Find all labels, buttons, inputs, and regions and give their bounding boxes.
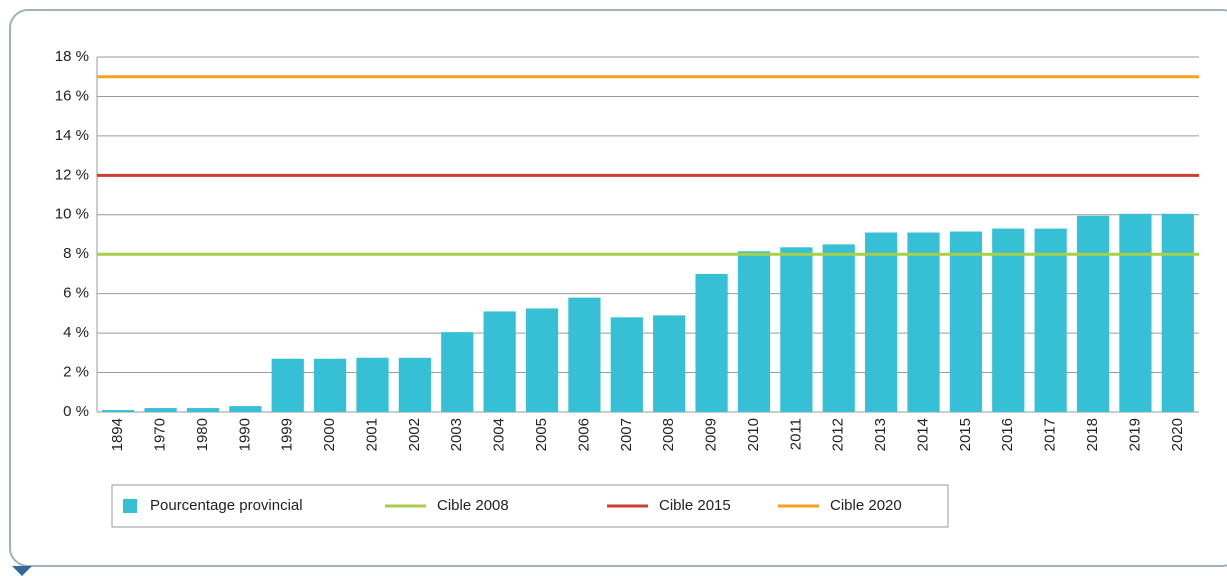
- x-tick-label: 2002: [406, 418, 423, 451]
- y-tick-label: 12 %: [55, 166, 89, 183]
- x-tick-label: 2012: [830, 418, 847, 451]
- x-tick-label: 1990: [236, 418, 253, 451]
- bar: [949, 231, 982, 412]
- x-tick-label: 2000: [321, 418, 338, 451]
- x-tick-label: 2001: [363, 418, 380, 451]
- x-tick-label: 1999: [279, 418, 296, 451]
- bar: [398, 357, 431, 412]
- legend-label: Cible 2020: [830, 497, 902, 514]
- bar: [1161, 213, 1194, 412]
- x-tick-label: 2014: [914, 418, 931, 451]
- bar: [525, 308, 559, 412]
- bar: [822, 244, 855, 412]
- x-tick-label: 1970: [152, 418, 169, 451]
- x-tick-label: 2019: [1126, 418, 1143, 451]
- legend-label: Cible 2015: [659, 497, 731, 514]
- y-tick-label: 4 %: [63, 324, 89, 341]
- y-tick-label: 2 %: [63, 364, 89, 381]
- x-tick-label: 2010: [745, 418, 762, 451]
- y-tick-label: 10 %: [55, 206, 89, 223]
- y-tick-label: 18 %: [55, 48, 89, 65]
- bar: [144, 408, 177, 412]
- bar: [1034, 228, 1067, 412]
- bar: [737, 251, 771, 412]
- x-tick-label: 2007: [618, 418, 635, 451]
- x-tick-label: 2006: [575, 418, 592, 451]
- x-tick-label: 2004: [491, 418, 508, 451]
- bar: [483, 311, 516, 412]
- bar: [186, 408, 220, 412]
- bar: [271, 358, 304, 412]
- y-tick-label: 0 %: [63, 403, 89, 420]
- legend-swatch: [123, 499, 137, 513]
- bar: [356, 357, 389, 412]
- bar: [610, 317, 643, 412]
- bar: [314, 358, 347, 412]
- x-tick-label: 2009: [703, 418, 720, 451]
- frame: [9, 9, 1227, 567]
- x-tick-label: 2020: [1169, 418, 1186, 451]
- x-tick-label: 2008: [660, 418, 677, 451]
- legend-label: Pourcentage provincial: [150, 497, 303, 514]
- x-tick-label: 2003: [448, 418, 465, 451]
- corner-tab: [12, 566, 32, 576]
- bar: [1076, 215, 1110, 412]
- bar: [695, 273, 728, 412]
- y-tick-label: 8 %: [63, 245, 89, 262]
- bar: [992, 228, 1025, 412]
- x-tick-label: 2018: [1084, 418, 1101, 451]
- x-tick-label: 2011: [787, 418, 804, 450]
- bar: [568, 297, 601, 412]
- x-tick-label: 2015: [957, 418, 974, 451]
- x-tick-label: 2013: [872, 418, 889, 451]
- x-tick-label: 1894: [109, 418, 126, 451]
- y-tick-label: 6 %: [63, 285, 89, 302]
- bar: [907, 232, 940, 412]
- x-tick-label: 2017: [1042, 418, 1059, 451]
- y-tick-label: 16 %: [55, 87, 89, 104]
- x-tick-label: 2016: [999, 418, 1016, 451]
- bar: [653, 315, 686, 412]
- bar: [1119, 213, 1152, 412]
- y-tick-label: 14 %: [55, 127, 89, 144]
- bar: [102, 410, 135, 412]
- legend-label: Cible 2008: [437, 497, 509, 514]
- bar: [229, 406, 262, 412]
- bar: [441, 332, 474, 412]
- bar: [865, 232, 898, 412]
- x-tick-label: 2005: [533, 418, 550, 451]
- bar: [780, 247, 813, 412]
- x-tick-label: 1980: [194, 418, 211, 451]
